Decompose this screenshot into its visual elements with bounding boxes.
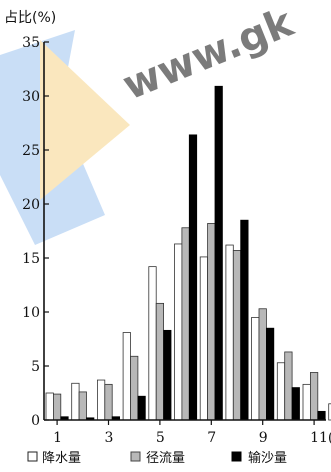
- bar-sediment-m11: [318, 411, 325, 420]
- bar-precipitation-m3: [97, 380, 104, 420]
- watermark-text: www.gk: [117, 0, 301, 109]
- bar-runoff-m11: [310, 372, 317, 420]
- legend: 降水量 径流量 输沙量: [28, 450, 287, 466]
- y-tick-label: 25: [22, 143, 40, 159]
- bar-runoff-m6: [182, 228, 189, 420]
- legend-swatch-sediment: [232, 452, 241, 461]
- bar-precipitation-m2: [72, 383, 79, 420]
- bar-precipitation-m6: [175, 244, 182, 420]
- bar-sediment-m4: [138, 396, 145, 420]
- bar-runoff-m8: [233, 250, 240, 420]
- legend-label-precipitation: 降水量: [42, 451, 81, 466]
- x-tick-label: 3: [105, 430, 114, 446]
- bar-runoff-m2: [79, 392, 86, 420]
- y-tick-label: 35: [22, 35, 40, 51]
- y-tick-label: 0: [31, 413, 40, 429]
- bar-runoff-m10: [285, 352, 292, 420]
- bar-precipitation-m4: [123, 333, 130, 420]
- x-tick-label: 11(月): [310, 430, 331, 446]
- bar-precipitation-m11: [303, 384, 310, 420]
- legend-item-sediment: 输沙量: [232, 450, 287, 466]
- bar-sediment-m5: [164, 330, 171, 420]
- bar-sediment-m7: [215, 86, 222, 420]
- bar-sediment-m6: [189, 135, 196, 420]
- y-tick-label: 20: [22, 197, 40, 213]
- y-tick-label: 30: [22, 89, 40, 105]
- watermark: www.gk: [0, 0, 301, 245]
- x-tick-label: 7: [207, 430, 216, 446]
- bar-precipitation-m5: [149, 267, 156, 420]
- legend-swatch-runoff: [131, 452, 140, 461]
- x-tick-label: 9: [259, 430, 268, 446]
- y-tick-label: 5: [31, 359, 40, 375]
- legend-item-precipitation: 降水量: [28, 451, 81, 466]
- bar-runoff-m9: [259, 309, 266, 420]
- y-tick-label: 10: [22, 305, 40, 321]
- bar-runoff-m3: [105, 384, 112, 420]
- bar-runoff-m5: [156, 303, 163, 420]
- bar-precipitation-m10: [277, 363, 284, 420]
- bar-precipitation-m7: [200, 257, 207, 420]
- bar-precipitation-m9: [252, 317, 259, 420]
- legend-label-sediment: 输沙量: [248, 450, 287, 466]
- y-tick-label: 15: [22, 251, 40, 267]
- bar-precipitation-m8: [226, 245, 233, 420]
- legend-item-runoff: 径流量: [131, 451, 185, 466]
- bar-runoff-m4: [131, 356, 138, 420]
- bar-sediment-m8: [241, 220, 248, 420]
- legend-swatch-precipitation: [28, 452, 37, 461]
- bar-precipitation-m1: [46, 393, 53, 420]
- x-tick-label: 5: [156, 430, 165, 446]
- y-axis-label: 占比(%): [4, 10, 56, 26]
- x-tick-label: 1: [53, 430, 62, 446]
- bar-runoff-m1: [53, 394, 60, 420]
- bar-runoff-m7: [208, 223, 215, 420]
- bar-sediment-m10: [292, 388, 299, 420]
- legend-label-runoff: 径流量: [146, 451, 185, 466]
- bar-sediment-m9: [266, 328, 273, 420]
